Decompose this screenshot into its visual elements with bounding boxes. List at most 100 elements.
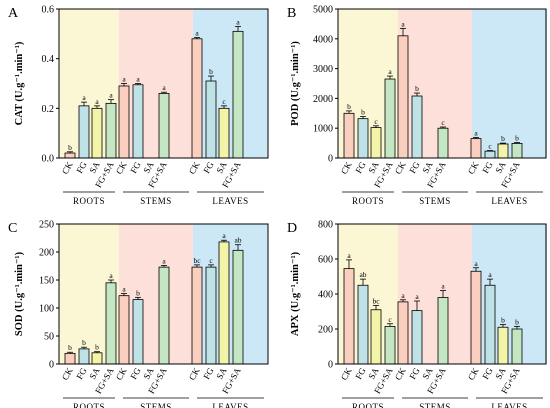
y-tick-label: 100 [39, 304, 54, 315]
significance-letter: a [195, 29, 199, 38]
bar-leaves-sa [497, 326, 509, 365]
bar-leaves-fg-sa [511, 328, 523, 365]
group-label: LEAVES [212, 196, 248, 206]
bar-roots-ck [343, 112, 355, 159]
bar-stems-ck [118, 85, 130, 159]
significance-letter: bc [193, 256, 201, 265]
significance-letter: bc [372, 296, 380, 305]
category-label: FG [128, 160, 143, 175]
significance-letter: b [68, 343, 72, 352]
group-label: STEMS [419, 402, 451, 408]
panel-label: C [8, 221, 17, 236]
significance-letter: a [109, 91, 113, 100]
group-label: STEMS [140, 196, 172, 206]
category-label: CK [393, 366, 408, 382]
significance-letter: c [222, 97, 226, 106]
plot-frame [58, 8, 269, 159]
plot-frame [337, 8, 547, 159]
significance-letter: c [441, 118, 445, 127]
bar-roots-fg [357, 118, 369, 159]
significance-letter: b [82, 338, 86, 347]
category-label: CK [393, 160, 408, 176]
y-tick-label: 200 [39, 248, 54, 259]
y-tick-label: 400 [318, 290, 333, 301]
bar-stems-ck [397, 35, 409, 159]
significance-letter: a [222, 231, 226, 240]
significance-letter: a [347, 251, 351, 260]
significance-letter: a [122, 75, 126, 84]
bar-stems-fg-sa [158, 93, 170, 159]
bar-roots-fg-sa [384, 325, 396, 365]
bar-leaves-sa [218, 107, 230, 159]
significance-letter: a [388, 67, 392, 76]
significance-letter: a [441, 282, 445, 291]
y-tick-label: 600 [318, 255, 333, 266]
panel-c: bCKbFGbSAaFG+SAROOTSaCKbFGSAaFG+SASTEMSb… [8, 220, 269, 408]
significance-letter: a [474, 259, 478, 268]
bar-roots-sa [370, 309, 382, 365]
bar-leaves-ck [191, 266, 203, 365]
y-axis-label: APX (U.g⁻¹.min⁻¹) [290, 251, 301, 336]
region-background-stems [119, 224, 193, 364]
category-label: CK [114, 160, 129, 176]
category-label: FG [201, 160, 216, 175]
category-label: CK [187, 160, 202, 176]
significance-letter: ab [234, 236, 241, 245]
y-tick-label: 1000 [313, 124, 333, 135]
category-label: FG [407, 366, 422, 381]
group-label: STEMS [419, 196, 451, 206]
y-tick-label: 2000 [313, 94, 333, 105]
bar-stems-fg-sa [437, 127, 449, 159]
significance-letter: b [95, 343, 99, 352]
bar-roots-fg [78, 348, 90, 365]
bar-stems-ck [397, 301, 409, 365]
y-tick-label: 250 [39, 220, 54, 231]
y-tick-label: 5000 [313, 5, 333, 16]
bar-leaves-fg-sa [232, 30, 244, 159]
y-tick-label: 200 [318, 325, 333, 336]
y-axis-label: CAT (U.g⁻¹.min⁻¹) [14, 41, 25, 125]
significance-letter: a [82, 93, 86, 102]
group-label: LEAVES [491, 196, 527, 206]
bar-leaves-fg-sa [232, 249, 244, 365]
region-background-leaves [472, 224, 547, 364]
category-label: CK [339, 366, 354, 382]
group-label: ROOTS [352, 402, 384, 408]
category-label: FG [201, 366, 216, 381]
group-label: LEAVES [491, 402, 527, 408]
region-background-stems [119, 9, 193, 158]
bar-stems-fg-sa [158, 266, 170, 365]
significance-letter: a [122, 284, 126, 293]
bar-leaves-fg-sa [511, 142, 523, 159]
category-label: FG [480, 160, 495, 175]
y-tick-label: 0 [328, 154, 333, 165]
significance-letter: b [209, 67, 213, 76]
significance-letter: b [501, 316, 505, 325]
bar-leaves-ck [470, 138, 482, 159]
significance-letter: c [209, 256, 213, 265]
bar-leaves-fg [484, 150, 496, 159]
category-label: CK [60, 160, 75, 176]
category-label: FG [74, 160, 89, 175]
significance-letter: a [136, 75, 140, 84]
bar-roots-fg [357, 284, 369, 365]
bar-roots-fg [78, 105, 90, 159]
y-tick-label: 0.2 [42, 104, 55, 115]
bar-roots-sa [370, 127, 382, 159]
significance-letter: a [109, 271, 113, 280]
plot-frame [58, 223, 269, 365]
category-label: FG [407, 160, 422, 175]
bar-roots-sa [91, 107, 103, 159]
significance-letter: a [95, 97, 99, 106]
significance-letter: b [68, 143, 72, 152]
bar-roots-sa [91, 352, 103, 365]
panel-d: aCKabFGbcSAcFG+SAROOTSaCKaFGSAaFG+SASTEM… [287, 220, 547, 408]
category-label: CK [466, 160, 481, 176]
category-label: FG [480, 366, 495, 381]
bar-leaves-fg [205, 80, 217, 159]
panel-a: bCKaFGaSAaFG+SAROOTSaCKaFGSAaFG+SASTEMSa… [8, 5, 269, 206]
category-label: FG [353, 366, 368, 381]
y-tick-label: 0.4 [42, 54, 55, 65]
y-tick-label: 800 [318, 220, 333, 231]
